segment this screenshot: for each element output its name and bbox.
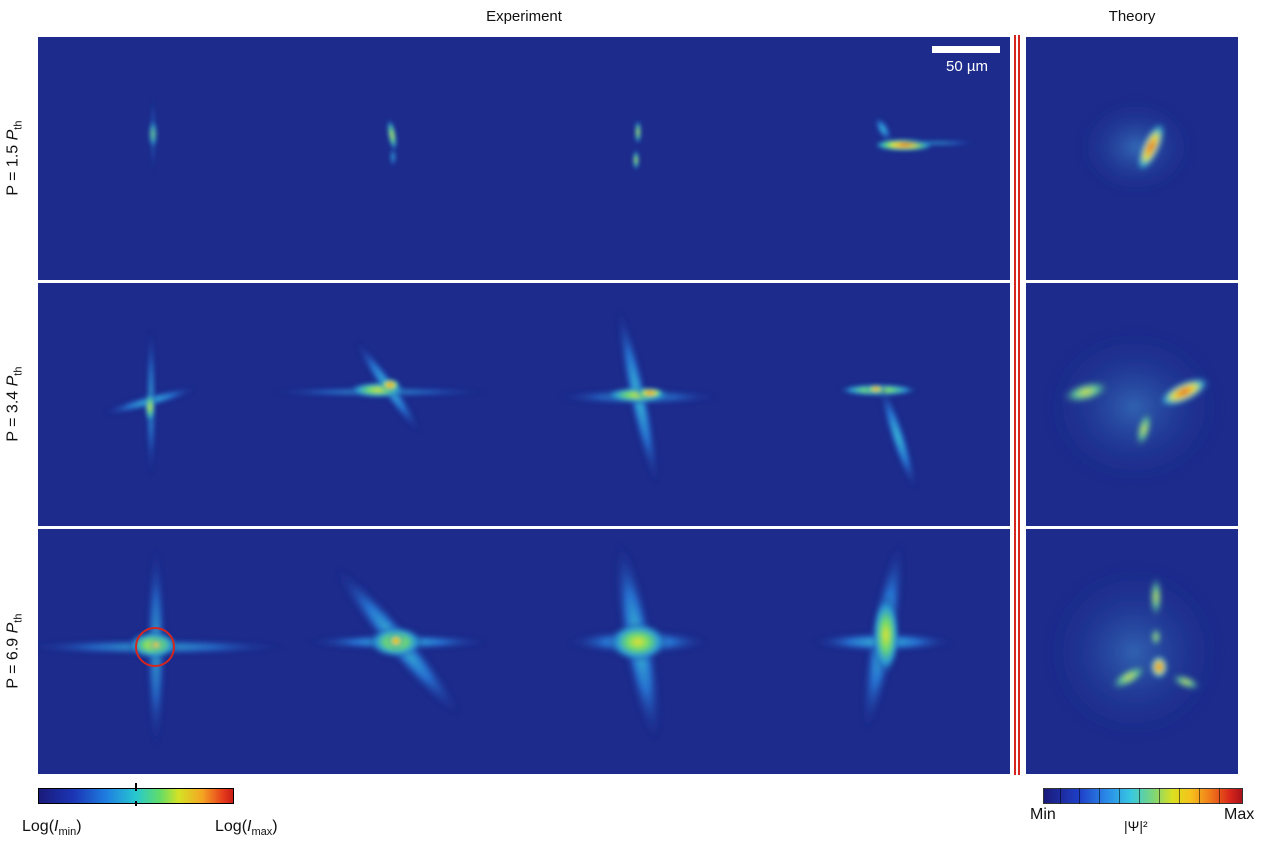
theory-images <box>1026 37 1238 774</box>
colorbar-right-quantity-label: |Ψ|² <box>1124 818 1148 834</box>
colorbar-right-tick <box>1060 788 1061 804</box>
row-label-1: P = 1.5 Pth <box>4 120 26 197</box>
colorbar-right-tick <box>1179 788 1180 804</box>
colorbar-right-max-label: Max <box>1224 806 1255 823</box>
theory-row1 <box>1076 97 1196 197</box>
theory-row2 <box>1044 327 1224 487</box>
row-label-2: P = 3.4 Pth <box>4 366 26 443</box>
colorbar-psi-squared <box>1043 788 1243 804</box>
colorbar-right-min-label: Min <box>1030 806 1056 823</box>
theory-row3 <box>1044 562 1224 742</box>
colorbar-right-tick <box>1119 788 1120 804</box>
row2-spots <box>103 308 918 490</box>
colorbar-tick-lower <box>135 801 137 806</box>
separator-bar <box>1013 35 1021 775</box>
theory-svg <box>1026 37 1238 774</box>
colorbar-right-tick <box>1199 788 1200 804</box>
scale-bar <box>932 46 1000 53</box>
theory-header: Theory <box>1108 8 1156 25</box>
colorbar-right-tick <box>1219 788 1220 804</box>
row-label-3: P = 6.9 Pth <box>4 613 26 690</box>
colorbar-left-max-label: Log(Imax) <box>215 818 278 839</box>
highlight-circle <box>135 627 175 667</box>
colorbar-right-tick <box>1139 788 1140 804</box>
row1-spots <box>149 94 978 174</box>
colorbar-right-tick <box>1159 788 1160 804</box>
colorbar-tick <box>135 783 137 791</box>
experiment-images <box>24 37 1010 774</box>
experiment-svg <box>24 37 1010 774</box>
colorbar-left-min-label: Log(Imin) <box>22 818 82 839</box>
colorbar-right-tick <box>1099 788 1100 804</box>
row3-spots <box>24 543 953 747</box>
experiment-header: Experiment <box>486 8 562 25</box>
colorbar-right-tick <box>1079 788 1080 804</box>
scale-bar-label: 50 µm <box>946 58 988 75</box>
